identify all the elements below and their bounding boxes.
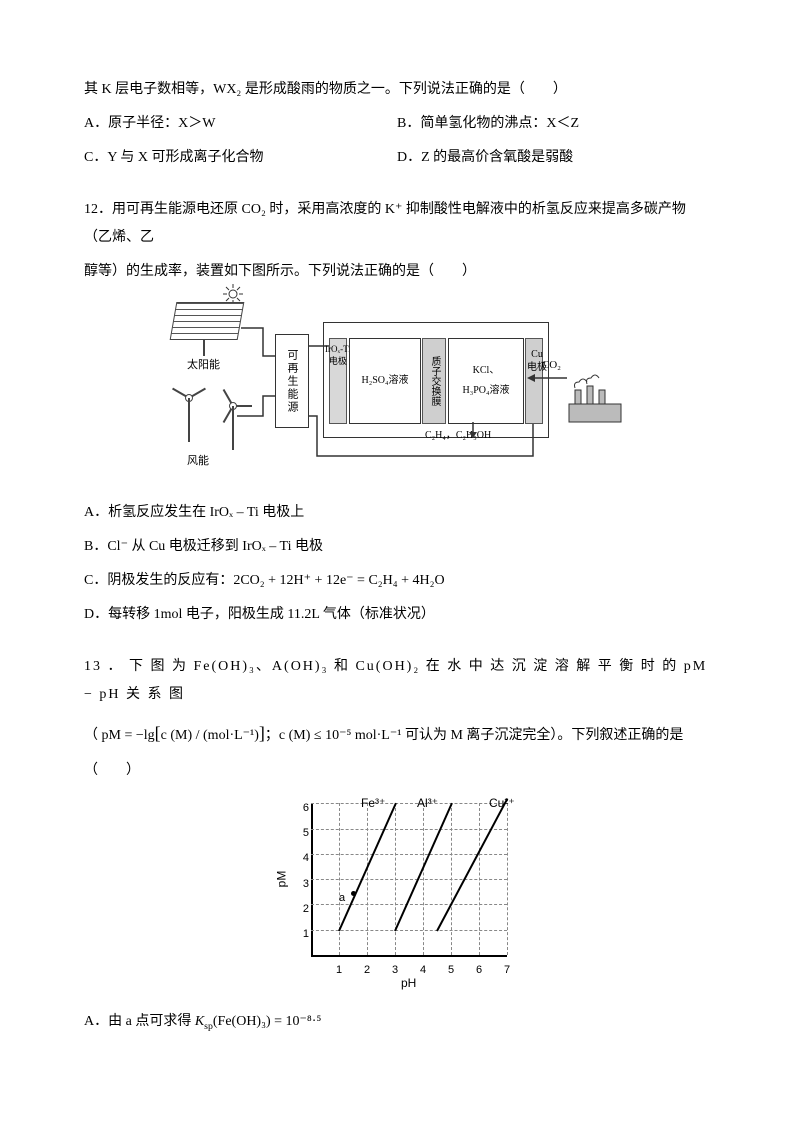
xtick: 2 (361, 959, 373, 981)
ytick: 2 (291, 898, 309, 920)
q13-a-sp: sp (204, 1021, 213, 1032)
q13-a-tail: (Fe(OH)₃) = 10⁻⁸·⁵ (213, 1014, 321, 1029)
xtick: 6 (473, 959, 485, 981)
q12-opt-c: C．阴极发生的反应有：2CO₂ + 12H⁺ + 12e⁻ = C₂H₄ + 4… (84, 567, 710, 595)
xtick: 3 (389, 959, 401, 981)
point-a-label: a (339, 887, 345, 909)
point-a (351, 891, 356, 896)
q12-figure: 太阳能 风能 可再生能源 IrOₓ-Ti电极 H₂SO₄溶液 质 (84, 296, 710, 487)
q12-opt-b: B．Cl⁻ 从 Cu 电极迁移到 IrOₓ – Ti 电极 (84, 533, 710, 561)
q13-figure: 1 2 3 4 5 6 1 2 3 4 5 6 7 Fe³⁺ (84, 795, 710, 996)
q13-stem-2: （ pM = −lg[c (M) / (mol·L⁻¹)]；c (M) ≤ 10… (84, 715, 710, 751)
q13-stem-3: （ ） (84, 757, 710, 785)
q13-stem-2b: c (M) / (mol·L⁻¹) (161, 728, 259, 743)
q12-opt-d: D．每转移 1mol 电子，阳极生成 11.2L 气体（标准状况） (84, 601, 710, 629)
xtick: 4 (417, 959, 429, 981)
factory-icon (565, 374, 625, 424)
y-axis-label: pM (269, 871, 293, 888)
ytick: 3 (291, 873, 309, 895)
gridline (311, 803, 507, 804)
x-axis-label: pH (401, 971, 416, 995)
products-label: C₂H₄，C₂H₅OH (425, 426, 491, 446)
q11-opt-b: B．简单氢化物的沸点：X＜Z (397, 110, 710, 138)
gridline (451, 803, 452, 955)
q11-opt-c: C．Y 与 X 可形成离子化合物 (84, 144, 397, 172)
gridline (479, 803, 480, 955)
cu-label: Cu²⁺ (489, 791, 515, 815)
q11-stem: 其 K 层电子数相等，WX₂ 是形成酸雨的物质之一。下列说法正确的是（ ） (84, 76, 710, 104)
gridline (367, 803, 368, 955)
sol-right-2: H₃PO₄溶液 (463, 381, 510, 401)
ytick: 1 (291, 923, 309, 945)
q11-opt-a: A．原子半径：X＞W (84, 110, 397, 138)
q13-stem-1: 13 ． 下 图 为 Fe(OH)₃、A(OH)₃ 和 Cu(OH)₂ 在 水 … (84, 653, 710, 709)
q11-opt-d: D．Z 的最高价含氧酸是弱酸 (397, 144, 710, 172)
gridline (311, 829, 507, 830)
ytick: 6 (291, 797, 309, 819)
ytick: 5 (291, 822, 309, 844)
x-axis (311, 955, 507, 957)
q13-a-k: K (195, 1014, 204, 1029)
al-label: Al³⁺ (417, 791, 438, 815)
cu-line (436, 798, 508, 931)
gridline (395, 803, 396, 955)
q13-stem-2a: （ pM = −lg (84, 728, 155, 743)
solution-left: H₂SO₄溶液 (349, 338, 421, 424)
gridline (311, 879, 507, 880)
q13-a-text: A．由 a 点可求得 (84, 1014, 195, 1029)
xtick: 5 (445, 959, 457, 981)
q12-stem-2: 醇等）的生成率，装置如下图所示。下列说法正确的是（ ） (84, 258, 710, 286)
sol-right-1: KCl、 (473, 361, 500, 381)
solution-right: KCl、 H₃PO₄溶液 (448, 338, 524, 424)
q12-opt-a: A．析氢反应发生在 IrOₓ – Ti 电极上 (84, 499, 710, 527)
down-arrow-icon (467, 422, 479, 438)
ytick: 4 (291, 847, 309, 869)
co2-label: CO₂ (542, 354, 561, 376)
xtick: 1 (333, 959, 345, 981)
anode-label: IrOₓ-Ti电极 (325, 344, 351, 367)
gridline (507, 803, 508, 955)
q13-stem-2c: ；c (M) ≤ 10⁻⁵ mol·L⁻¹ 可认为 M 离子沉淀完全）。下列叙述… (265, 728, 683, 743)
xtick: 7 (501, 959, 513, 981)
gridline (339, 803, 340, 955)
q12-stem-1: 12．用可再生能源电还原 CO₂ 时，采用高浓度的 K⁺ 抑制酸性电解液中的析氢… (84, 196, 710, 252)
fe-label: Fe³⁺ (361, 791, 385, 815)
gridline (423, 803, 424, 955)
q13-opt-a: A．由 a 点可求得 Ksp(Fe(OH)₃) = 10⁻⁸·⁵ (84, 1008, 710, 1036)
membrane: 质子交换膜 (422, 338, 446, 424)
